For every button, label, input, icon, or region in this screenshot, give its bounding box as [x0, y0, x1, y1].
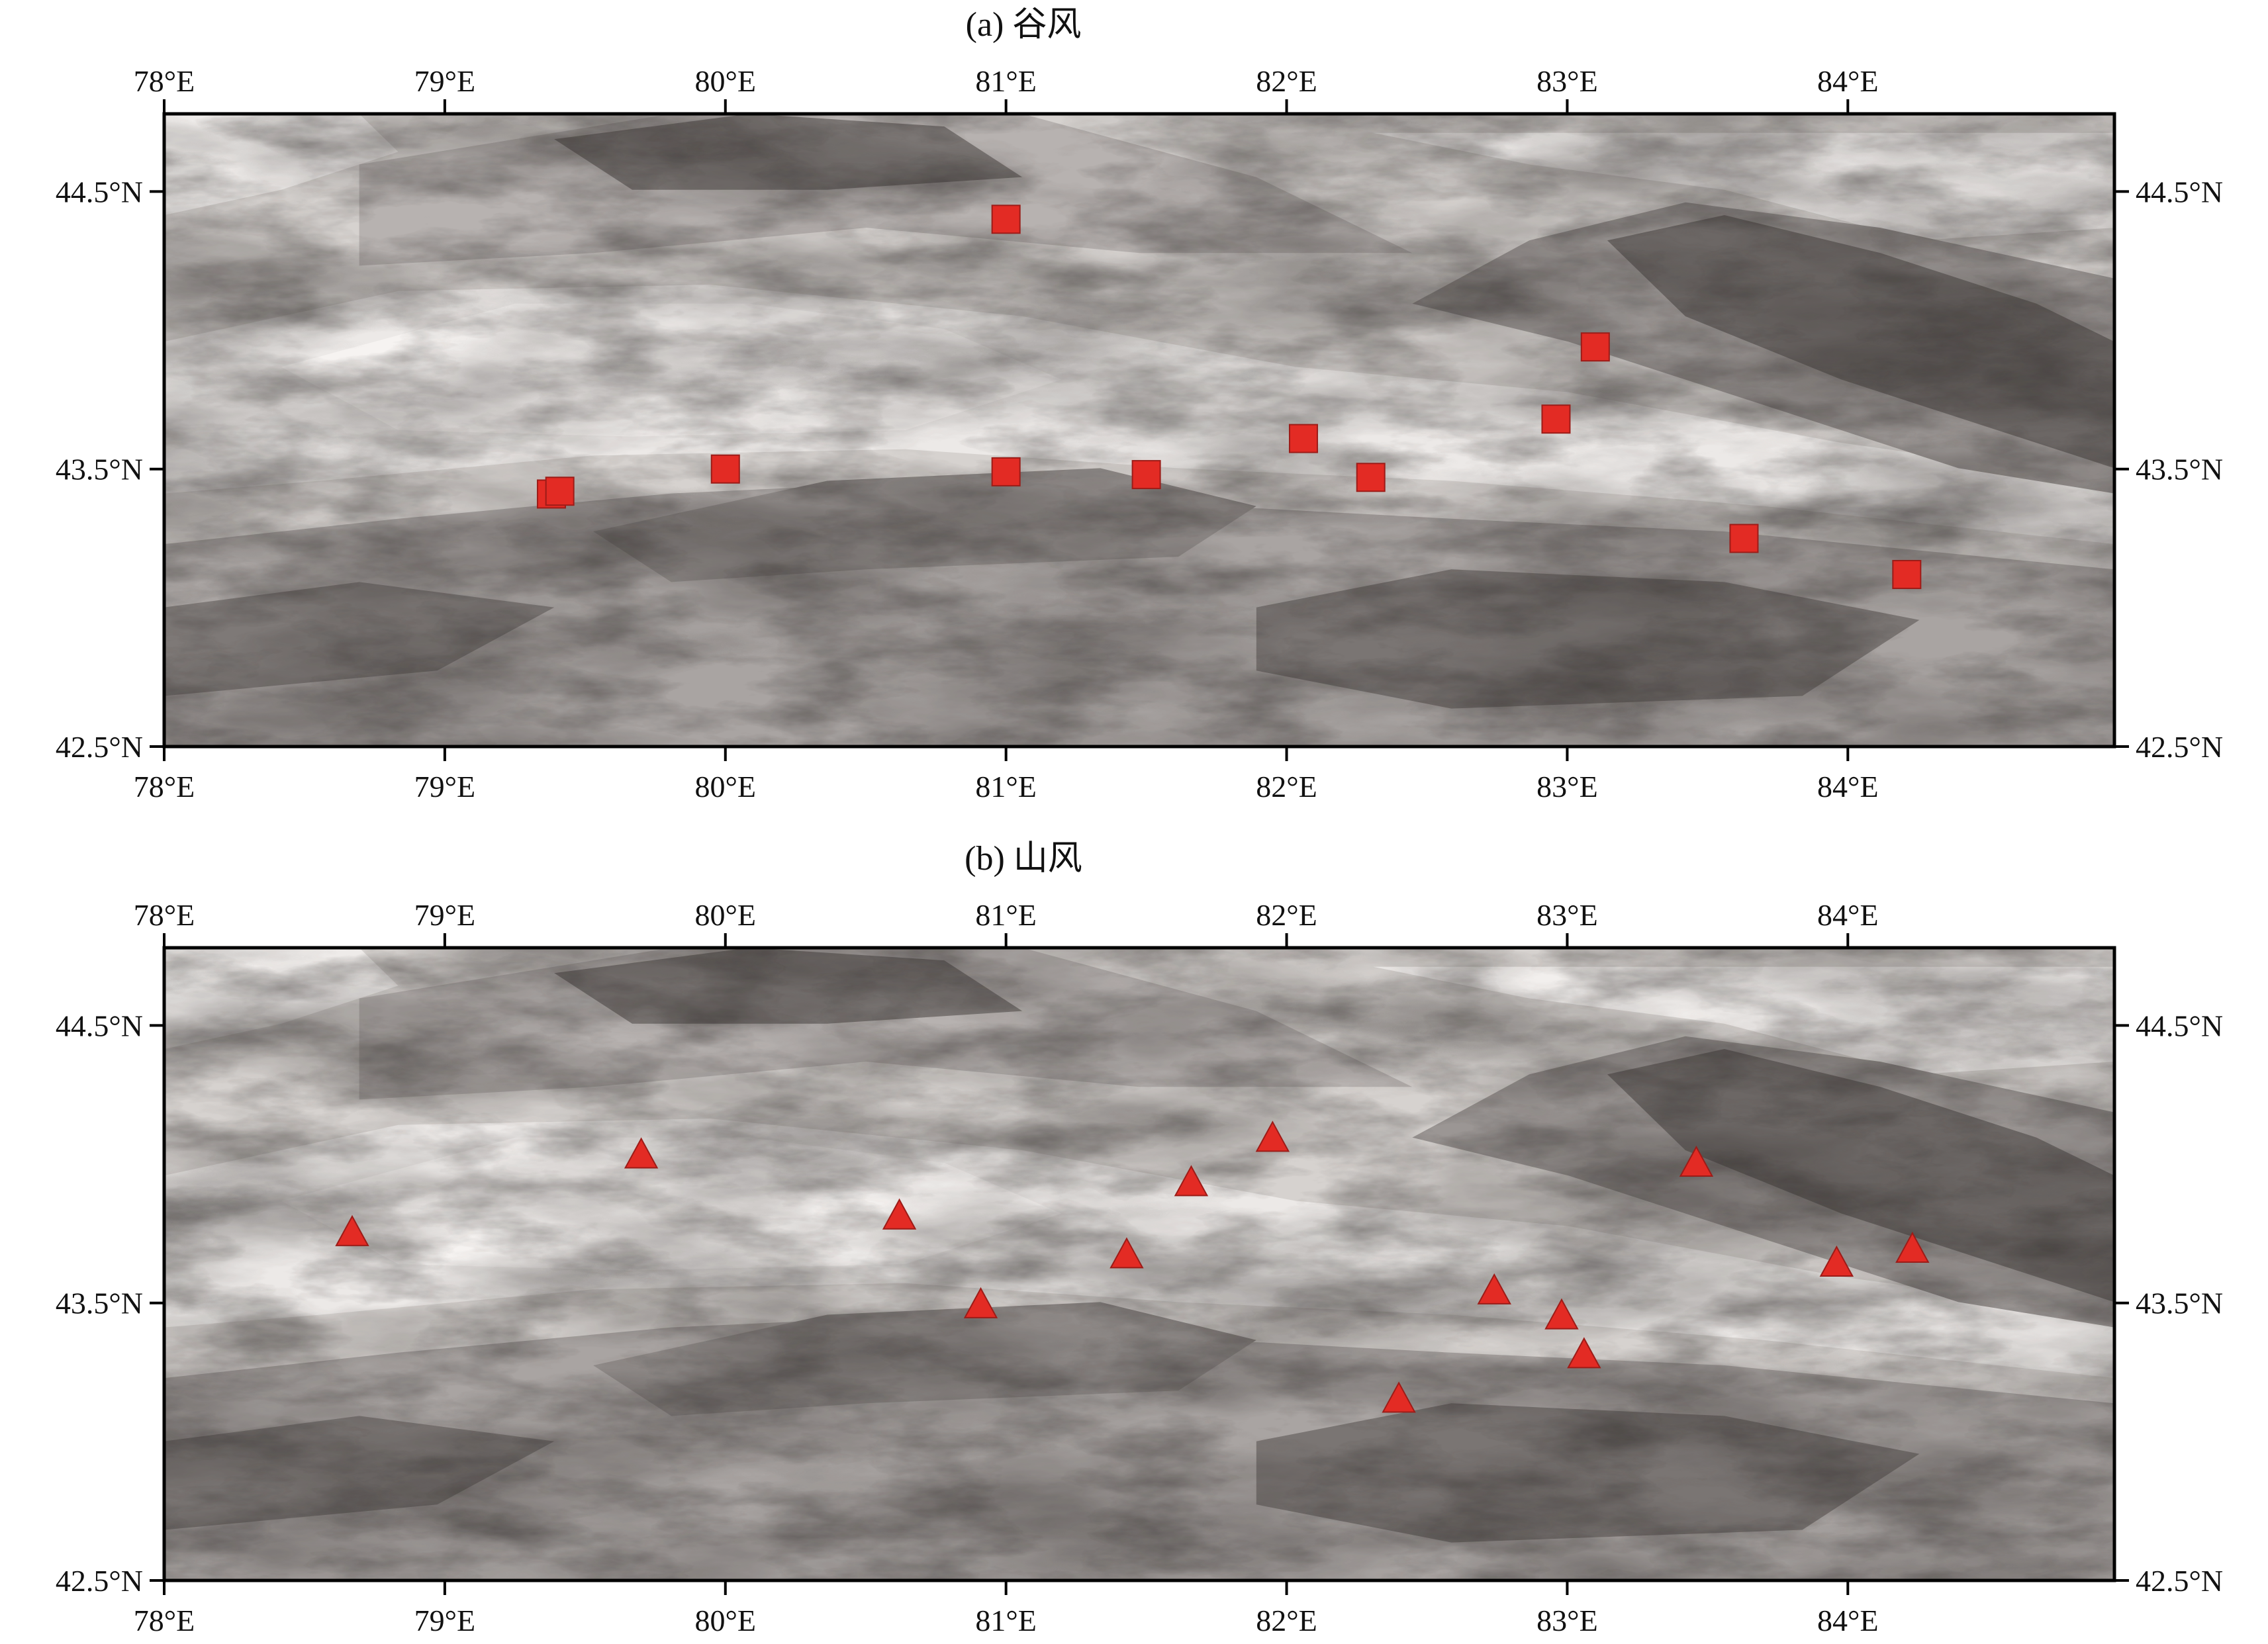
mountain-wind-station-marker	[1895, 1231, 1930, 1263]
y-tick-label-left: 44.5°N	[56, 1009, 143, 1042]
panel-b-frame	[162, 946, 2116, 1582]
panel-b-stations	[335, 1120, 1930, 1413]
panel-a-bottom-ticks: 78°E 79°E 80°E 81°E 82°E 83°E 84°E	[134, 747, 1879, 803]
x-tick-label-bottom: 78°E	[134, 770, 195, 803]
y-tick-label-left: 44.5°N	[56, 175, 143, 208]
y-tick-label-right: 43.5°N	[2136, 453, 2223, 486]
y-tick-label-right: 44.5°N	[2136, 1009, 2223, 1042]
x-tick-label-bottom: 79°E	[414, 1604, 476, 1637]
x-tick-label-top: 80°E	[695, 64, 757, 98]
mountain-wind-station-marker	[1477, 1273, 1511, 1304]
mountain-wind-station-marker	[882, 1198, 917, 1230]
panel-b-bottom-ticks: 78°E 79°E 80°E 81°E 82°E 83°E 84°E	[134, 1580, 1879, 1637]
panel-b-left-ticks: 42.5°N 43.5°N 44.5°N	[56, 1009, 164, 1598]
mountain-wind-station-marker	[1174, 1165, 1209, 1197]
x-tick-label-bottom: 84°E	[1817, 770, 1879, 803]
valley-wind-station-marker	[1288, 424, 1318, 453]
mountain-wind-station-marker	[1255, 1120, 1290, 1152]
x-tick-label-bottom: 81°E	[975, 1604, 1037, 1637]
panel-a-frame	[162, 112, 2116, 749]
panel-a-right-ticks: 42.5°N 43.5°N 44.5°N	[2114, 175, 2223, 764]
x-tick-label-top: 79°E	[414, 898, 476, 932]
mountain-wind-station-marker	[1679, 1145, 1714, 1177]
panel-a-stations	[536, 205, 1922, 590]
y-tick-label-right: 43.5°N	[2136, 1287, 2223, 1320]
panel-b-title: (b) 山风	[965, 840, 1082, 878]
mountain-wind-station-marker	[624, 1137, 659, 1169]
mountain-wind-station-marker	[1819, 1245, 1854, 1277]
valley-wind-station-marker	[1131, 460, 1161, 490]
panel-a-left-ticks: 42.5°N 43.5°N 44.5°N	[56, 175, 164, 764]
y-tick-label-right: 42.5°N	[2136, 730, 2223, 764]
x-tick-label-bottom: 79°E	[414, 770, 476, 803]
y-tick-label-left: 43.5°N	[56, 1287, 143, 1320]
x-tick-label-top: 83°E	[1536, 64, 1598, 98]
valley-wind-station-marker	[1541, 404, 1571, 434]
mountain-wind-station-marker	[1544, 1298, 1579, 1330]
y-tick-label-right: 44.5°N	[2136, 175, 2223, 208]
mountain-wind-station-marker	[963, 1287, 998, 1318]
panel-a: (a) 谷风 78°E 79°E 80°E 81°E 82°E 83°E 84°E 78°E…	[56, 6, 2223, 803]
x-tick-label-top: 84°E	[1817, 898, 1879, 932]
y-tick-label-left: 42.5°N	[56, 1564, 143, 1598]
valley-wind-station-marker	[710, 454, 740, 484]
mountain-wind-station-marker	[1110, 1237, 1144, 1269]
valley-wind-station-marker	[545, 477, 575, 506]
valley-wind-station-marker	[1729, 524, 1759, 553]
x-tick-label-bottom: 80°E	[695, 1604, 757, 1637]
panel-a-map	[162, 112, 2116, 749]
panel-a-terrain	[164, 114, 2114, 747]
y-tick-label-left: 43.5°N	[56, 453, 143, 486]
panel-b-top-ticks: 78°E 79°E 80°E 81°E 82°E 83°E 84°E	[134, 898, 1879, 948]
x-tick-label-bottom: 82°E	[1256, 1604, 1317, 1637]
mountain-wind-station-marker	[335, 1214, 369, 1246]
panel-a-top-ticks: 78°E 79°E 80°E 81°E 82°E 83°E 84°E	[134, 64, 1879, 114]
mountain-wind-station-marker	[1567, 1337, 1601, 1369]
x-tick-label-bottom: 84°E	[1817, 1604, 1879, 1637]
x-tick-label-bottom: 83°E	[1536, 1604, 1598, 1637]
x-tick-label-bottom: 78°E	[134, 1604, 195, 1637]
terrain-texture-fine	[164, 114, 2114, 747]
y-tick-label-right: 42.5°N	[2136, 1564, 2223, 1598]
valley-wind-station-marker	[991, 457, 1021, 486]
x-tick-label-top: 78°E	[134, 898, 195, 932]
x-tick-label-top: 81°E	[975, 64, 1037, 98]
x-tick-label-bottom: 83°E	[1536, 770, 1598, 803]
x-tick-label-bottom: 82°E	[1256, 770, 1317, 803]
x-tick-label-bottom: 80°E	[695, 770, 757, 803]
panel-b-right-ticks: 42.5°N 43.5°N 44.5°N	[2114, 1009, 2223, 1598]
valley-wind-station-marker	[991, 205, 1021, 234]
x-tick-label-top: 84°E	[1817, 64, 1879, 98]
x-tick-label-bottom: 81°E	[975, 770, 1037, 803]
valley-wind-station-marker	[1356, 463, 1386, 492]
panel-a-title: (a) 谷风	[966, 6, 1082, 44]
y-tick-label-left: 42.5°N	[56, 730, 143, 764]
panel-b: (b) 山风 78°E 79°E 80°E 81°E 82°E 83°E 84°E 78°E…	[56, 840, 2223, 1637]
mountain-wind-station-marker	[1382, 1381, 1416, 1413]
x-tick-label-top: 78°E	[134, 64, 195, 98]
x-tick-label-top: 79°E	[414, 64, 476, 98]
valley-wind-station-marker	[1892, 560, 1922, 590]
valley-wind-station-marker	[1580, 332, 1610, 362]
x-tick-label-top: 81°E	[975, 898, 1037, 932]
x-tick-label-top: 83°E	[1536, 898, 1598, 932]
x-tick-label-top: 82°E	[1256, 64, 1317, 98]
x-tick-label-top: 82°E	[1256, 898, 1317, 932]
x-tick-label-top: 80°E	[695, 898, 757, 932]
